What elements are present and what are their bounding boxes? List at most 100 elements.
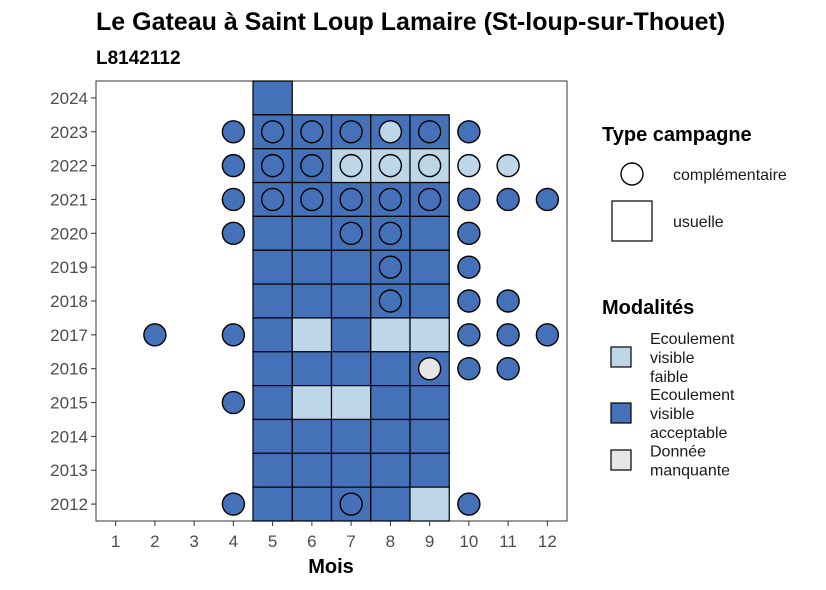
circle-2023-5 [260, 120, 285, 144]
legend-campagne-title: Type campagne [602, 124, 752, 146]
square-2016-7 [330, 351, 372, 387]
square-2015-8 [370, 385, 411, 421]
square-2014-8 [370, 418, 411, 454]
square-2017-6 [291, 317, 333, 353]
squares-layer [252, 80, 450, 522]
circle-2019-10 [457, 255, 481, 279]
circle-2019-8 [378, 255, 403, 279]
square-2012-5 [252, 486, 293, 522]
plot-area [95, 80, 568, 522]
circle-2023-8 [378, 120, 403, 144]
circle-2020-4 [221, 221, 246, 246]
circle-2018-11 [496, 289, 520, 313]
circle-2021-9 [417, 187, 442, 212]
circle-2021-5 [260, 187, 285, 212]
circle-2016-11 [496, 356, 520, 381]
square-2018-5 [252, 283, 293, 319]
circle-2023-9 [417, 120, 442, 144]
circle-2017-12 [535, 323, 560, 347]
square-2014-5 [252, 418, 293, 454]
circle-2023-10 [457, 120, 481, 144]
legend-modalites-title: Modalités [602, 297, 694, 319]
y-tick-label: 2021 [50, 190, 88, 209]
circle-2021-7 [339, 187, 363, 212]
x-axis-label: Mois [308, 556, 354, 578]
y-axis: 2012 2013 2014 2015 2016 2017 2018 2019 2020 2021… [50, 89, 96, 514]
circle-2022-7 [339, 153, 363, 178]
x-tick-label: 12 [538, 532, 557, 551]
square-2024-5 [252, 80, 293, 116]
legend-square-key [611, 200, 653, 242]
circle-2015-4 [221, 390, 246, 415]
square-2020-5 [252, 215, 293, 251]
square-2015-7 [330, 385, 372, 421]
circle-2022-5 [260, 153, 285, 178]
circle-2022-8 [378, 153, 403, 178]
circle-2022-11 [496, 153, 520, 178]
legend-campagne-label: complémentaire [673, 167, 787, 184]
circle-2022-9 [417, 153, 442, 178]
square-2017-5 [252, 317, 293, 353]
x-tick-label: 6 [307, 532, 316, 551]
square-2013-6 [291, 452, 333, 488]
y-tick-label: 2015 [50, 394, 88, 413]
square-2014-6 [291, 418, 333, 454]
y-tick-label: 2017 [50, 326, 88, 345]
y-tick-label: 2013 [50, 461, 88, 480]
circle-2017-10 [457, 323, 481, 347]
y-tick-label: 2012 [50, 495, 88, 514]
y-tick-label: 2023 [50, 123, 88, 142]
circle-2020-8 [378, 221, 403, 246]
square-2015-9 [409, 385, 450, 421]
circle-2023-4 [221, 120, 246, 144]
square-2018-6 [291, 283, 333, 319]
square-2019-9 [409, 249, 450, 285]
square-2012-8 [370, 486, 411, 522]
x-tick-label: 1 [111, 532, 120, 551]
x-tick-label: 10 [459, 532, 478, 551]
circle-2021-6 [300, 187, 324, 212]
legend-campagne-label: usuelle [673, 214, 724, 231]
x-tick-label: 5 [268, 532, 277, 551]
y-tick-label: 2018 [50, 292, 88, 311]
circle-2016-10 [457, 356, 481, 381]
circle-2012-7 [339, 492, 363, 516]
circle-2021-10 [457, 187, 481, 212]
square-2020-6 [291, 215, 333, 251]
x-tick-label: 7 [346, 532, 355, 551]
y-tick-label: 2014 [50, 427, 88, 446]
legend-circle-key [620, 162, 644, 186]
square-2013-8 [370, 452, 411, 488]
circle-2020-10 [457, 221, 481, 246]
square-2013-5 [252, 452, 293, 488]
square-2019-7 [330, 249, 372, 285]
circle-2022-4 [221, 153, 246, 178]
square-2018-9 [409, 283, 450, 319]
circle-2023-7 [339, 120, 363, 144]
square-2017-7 [330, 317, 372, 353]
legend-modalite-label: Donnée manquante [650, 444, 730, 480]
square-2019-5 [252, 249, 293, 285]
circle-2022-6 [300, 153, 324, 178]
circle-2012-10 [457, 492, 481, 516]
y-tick-label: 2020 [50, 224, 88, 243]
square-2015-5 [252, 385, 293, 421]
y-tick-label: 2016 [50, 360, 88, 379]
square-2018-7 [330, 283, 372, 319]
circle-2020-7 [339, 221, 363, 246]
circle-2021-11 [496, 187, 520, 212]
circle-2018-10 [457, 289, 481, 313]
chart-subtitle: L8142112 [96, 48, 181, 69]
square-2015-6 [291, 385, 333, 421]
circle-2021-8 [378, 187, 403, 212]
y-tick-label: 2024 [50, 89, 88, 108]
square-2016-8 [370, 351, 411, 387]
square-2013-7 [330, 452, 372, 488]
circle-2021-4 [221, 187, 246, 212]
y-tick-label: 2022 [50, 157, 88, 176]
square-2016-5 [252, 351, 293, 387]
circle-2023-6 [300, 120, 324, 144]
x-tick-label: 8 [386, 532, 395, 551]
square-2017-8 [370, 317, 411, 353]
legend-swatch-manquante [610, 449, 632, 471]
